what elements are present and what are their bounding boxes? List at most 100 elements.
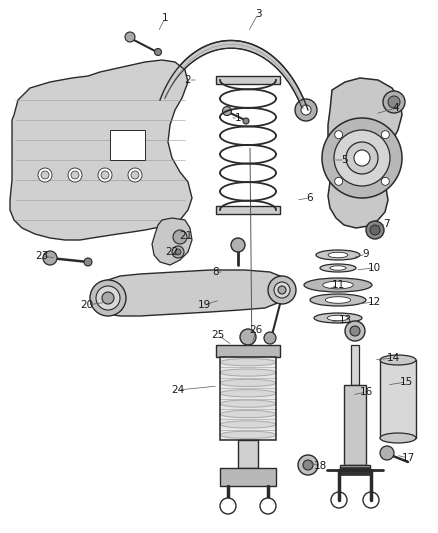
Ellipse shape [323, 281, 353, 289]
Circle shape [96, 286, 120, 310]
Text: 1: 1 [162, 13, 168, 23]
Ellipse shape [340, 467, 370, 469]
Circle shape [154, 92, 166, 104]
Text: 5: 5 [342, 155, 348, 165]
Circle shape [90, 280, 126, 316]
Text: 7: 7 [383, 219, 389, 229]
Circle shape [38, 168, 52, 182]
Text: 20: 20 [81, 300, 94, 310]
Text: 8: 8 [213, 267, 219, 277]
Ellipse shape [316, 250, 360, 260]
Bar [344, 385, 366, 465]
Polygon shape [160, 41, 308, 110]
Circle shape [128, 168, 142, 182]
Text: 4: 4 [393, 103, 399, 113]
Bar [380, 360, 416, 438]
Circle shape [334, 130, 390, 186]
Ellipse shape [380, 433, 416, 443]
Ellipse shape [220, 359, 276, 366]
Circle shape [240, 329, 256, 345]
Circle shape [260, 498, 276, 514]
Bar [220, 419, 276, 430]
Circle shape [295, 99, 317, 121]
Circle shape [71, 171, 79, 179]
Circle shape [381, 131, 389, 139]
Bar [340, 465, 370, 470]
Ellipse shape [220, 390, 276, 397]
Text: 18: 18 [313, 461, 327, 471]
Bar [220, 430, 276, 440]
Circle shape [363, 492, 379, 508]
Text: 14: 14 [386, 353, 399, 363]
Bar [220, 388, 276, 399]
Text: 22: 22 [166, 247, 179, 257]
Text: 25: 25 [212, 330, 225, 340]
Circle shape [172, 246, 184, 258]
Bar [340, 465, 370, 466]
Text: 1: 1 [235, 113, 241, 123]
Circle shape [173, 230, 187, 244]
Circle shape [243, 118, 249, 124]
Text: 11: 11 [332, 280, 345, 290]
Circle shape [298, 455, 318, 475]
Circle shape [274, 282, 290, 298]
Circle shape [322, 118, 402, 198]
Circle shape [264, 332, 276, 344]
Text: 3: 3 [254, 9, 261, 19]
Circle shape [303, 460, 313, 470]
Circle shape [380, 446, 394, 460]
Text: 19: 19 [198, 300, 211, 310]
Circle shape [98, 168, 112, 182]
Bar [220, 409, 276, 419]
Ellipse shape [220, 369, 276, 376]
Text: 15: 15 [399, 377, 413, 387]
Circle shape [102, 292, 114, 304]
Bar [340, 466, 370, 467]
Ellipse shape [328, 252, 348, 258]
Polygon shape [328, 78, 402, 228]
Circle shape [68, 168, 82, 182]
Text: 16: 16 [359, 387, 373, 397]
Bar [220, 367, 276, 378]
Text: 10: 10 [367, 263, 381, 273]
Circle shape [388, 96, 400, 108]
Circle shape [175, 249, 181, 255]
Ellipse shape [340, 469, 370, 470]
Circle shape [366, 221, 384, 239]
Ellipse shape [220, 431, 276, 439]
Text: 9: 9 [363, 249, 369, 259]
Polygon shape [10, 60, 192, 240]
Bar [220, 468, 276, 486]
Text: 13: 13 [339, 315, 352, 325]
Circle shape [268, 276, 296, 304]
Ellipse shape [304, 278, 372, 292]
Circle shape [354, 150, 370, 166]
Circle shape [41, 171, 49, 179]
Bar [340, 469, 370, 470]
Ellipse shape [320, 264, 356, 272]
Circle shape [346, 142, 378, 174]
Circle shape [220, 498, 236, 514]
Text: 23: 23 [35, 251, 49, 261]
Ellipse shape [330, 266, 346, 270]
Circle shape [125, 32, 135, 42]
Circle shape [223, 107, 232, 116]
Text: 12: 12 [367, 297, 381, 307]
Ellipse shape [220, 379, 276, 386]
Bar [216, 76, 280, 84]
Circle shape [131, 171, 139, 179]
Ellipse shape [327, 315, 349, 321]
Circle shape [231, 238, 245, 252]
Bar [216, 345, 280, 357]
Polygon shape [96, 270, 290, 316]
Text: 2: 2 [185, 75, 191, 85]
Circle shape [148, 86, 172, 110]
Circle shape [383, 91, 405, 113]
Ellipse shape [380, 355, 416, 365]
Text: 6: 6 [307, 193, 313, 203]
Bar [220, 357, 276, 440]
Ellipse shape [340, 465, 370, 466]
Circle shape [101, 171, 109, 179]
Circle shape [381, 177, 389, 185]
Ellipse shape [325, 297, 350, 303]
